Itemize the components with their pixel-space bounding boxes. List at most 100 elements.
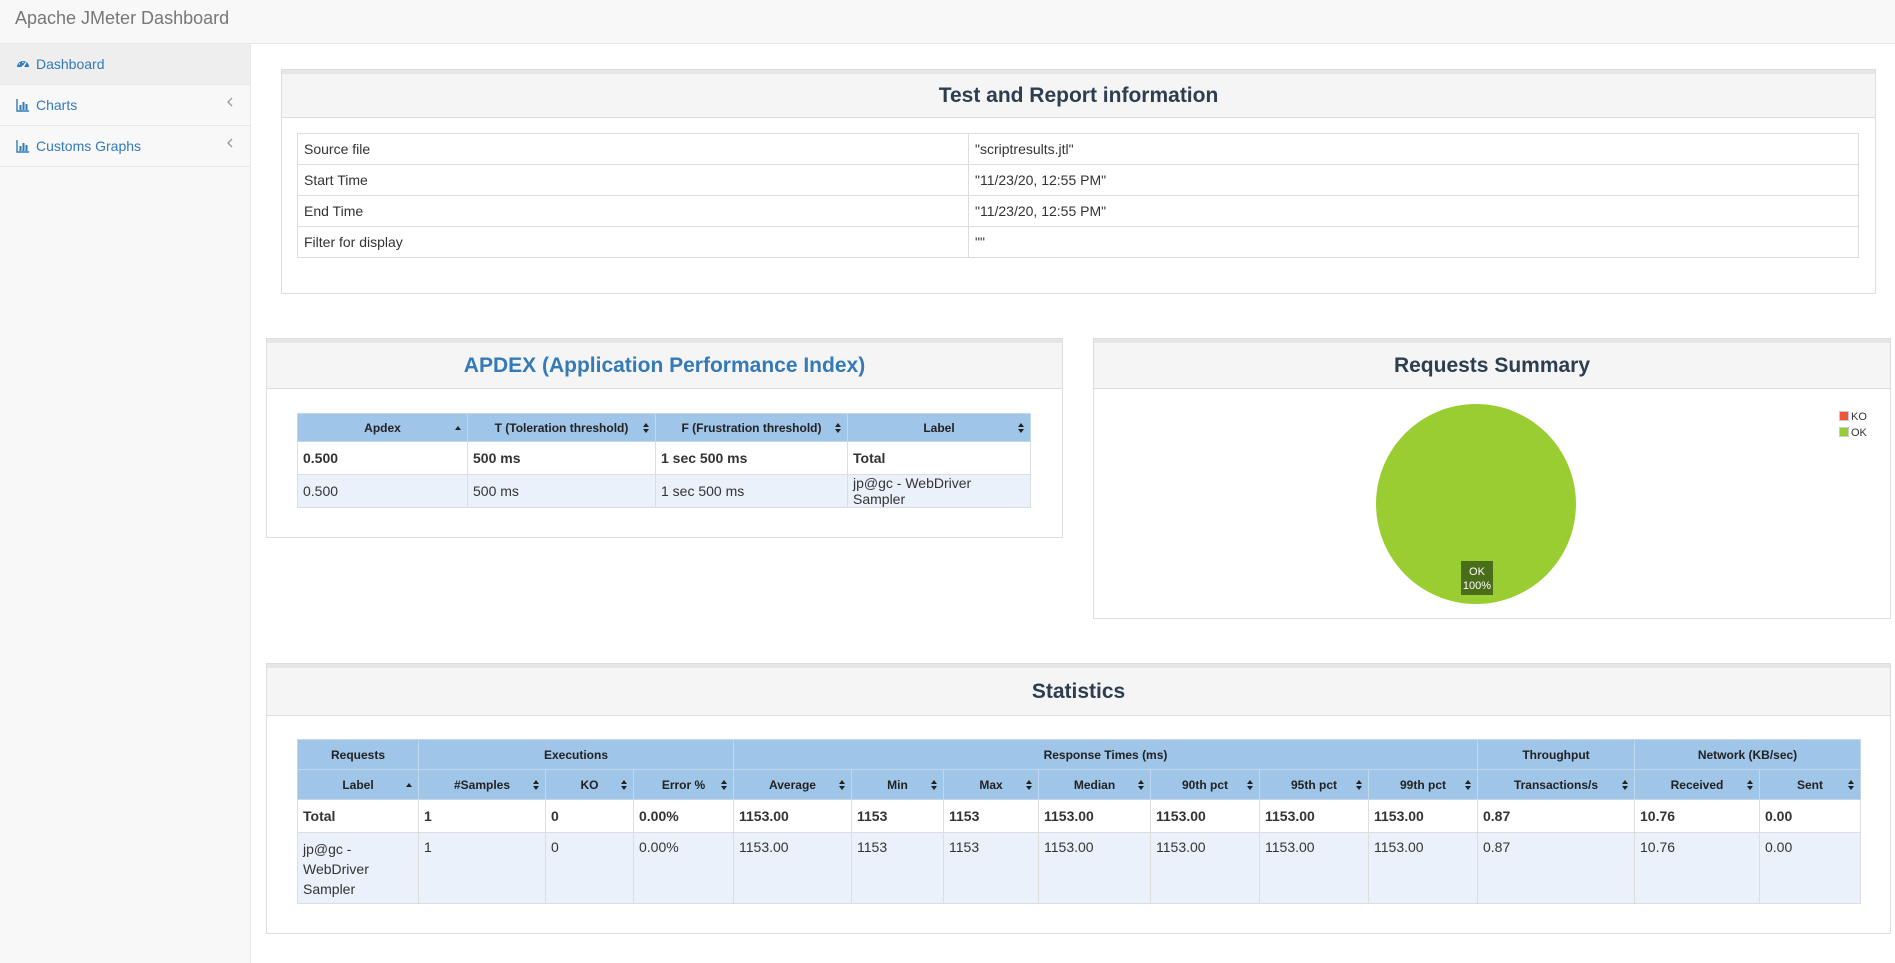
sort-icon bbox=[1247, 779, 1253, 790]
table-cell: 0.00 bbox=[1759, 799, 1861, 833]
column-header-99th-pct[interactable]: 99th pct bbox=[1368, 769, 1478, 800]
column-header-apdex[interactable]: Apdex bbox=[297, 413, 468, 442]
info-value: "" bbox=[968, 226, 1859, 258]
sidebar-item-label: Charts bbox=[36, 97, 78, 113]
sort-icon bbox=[621, 779, 627, 790]
table-cell: jp@gc - WebDriver Sampler bbox=[297, 832, 419, 904]
table-cell: 1 bbox=[418, 832, 546, 904]
statistics-panel: Statistics Requests Executions Response … bbox=[266, 663, 1891, 934]
sidebar-item-dashboard[interactable]: Dashboard bbox=[0, 44, 250, 85]
table-row: Source file "scriptresults.jtl" bbox=[297, 133, 1859, 165]
table-row: Start Time "11/23/20, 12:55 PM" bbox=[297, 164, 1859, 196]
sort-icon bbox=[1622, 779, 1628, 790]
bar-chart-icon bbox=[16, 99, 29, 112]
panel-title: Requests Summary bbox=[1094, 339, 1890, 389]
table-cell: 10.76 bbox=[1634, 832, 1760, 904]
apdex-panel: APDEX (Application Performance Index) Ap… bbox=[266, 338, 1063, 538]
column-header-frustration[interactable]: F (Frustration threshold) bbox=[655, 413, 848, 442]
table-row: End Time "11/23/20, 12:55 PM" bbox=[297, 195, 1859, 227]
sort-asc-icon bbox=[455, 425, 461, 430]
table-header-row: Apdex T (Toleration threshold) F (Frustr… bbox=[297, 413, 1031, 442]
table-cell: 10.76 bbox=[1634, 799, 1760, 833]
column-header-max[interactable]: Max bbox=[943, 769, 1039, 800]
pie-label-box bbox=[1461, 561, 1493, 595]
sort-icon bbox=[835, 422, 841, 433]
column-header-transactions[interactable]: Transactions/s bbox=[1477, 769, 1635, 800]
table-cell: 1153.00 bbox=[1259, 832, 1369, 904]
table-cell: 1153.00 bbox=[733, 832, 852, 904]
table-cell: 500 ms bbox=[467, 441, 656, 475]
pie-label-name: OK bbox=[1469, 566, 1486, 578]
sort-icon bbox=[1026, 779, 1032, 790]
column-header-average[interactable]: Average bbox=[733, 769, 852, 800]
info-key: Filter for display bbox=[297, 226, 969, 258]
sort-icon bbox=[721, 779, 727, 790]
table-cell: 1 bbox=[418, 799, 546, 833]
table-row: 0.500 500 ms 1 sec 500 ms Total bbox=[297, 441, 1031, 475]
legend-item-ok[interactable]: OK bbox=[1839, 425, 1867, 441]
info-value: "11/23/20, 12:55 PM" bbox=[968, 195, 1859, 227]
app-title[interactable]: Apache JMeter Dashboard bbox=[15, 8, 230, 28]
table-cell: Total bbox=[847, 441, 1031, 475]
table-cell: 0.87 bbox=[1477, 799, 1635, 833]
sort-icon bbox=[1747, 779, 1753, 790]
table-group-header-row: Requests Executions Response Times (ms) … bbox=[297, 739, 1861, 770]
column-header-samples[interactable]: #Samples bbox=[418, 769, 546, 800]
requests-summary-pie-chart: OK 100% bbox=[1376, 404, 1576, 604]
table-row: jp@gc - WebDriver Sampler 1 0 0.00% 1153… bbox=[297, 832, 1861, 904]
column-header-label[interactable]: Label bbox=[847, 413, 1031, 442]
panel-title[interactable]: APDEX (Application Performance Index) bbox=[267, 339, 1062, 389]
sort-icon bbox=[533, 779, 539, 790]
bar-chart-icon bbox=[16, 140, 29, 153]
pie-slice-ok[interactable] bbox=[1376, 404, 1576, 604]
sort-icon bbox=[839, 779, 845, 790]
panel-title: Statistics bbox=[267, 664, 1890, 716]
pie-legend: KO OK bbox=[1839, 409, 1867, 441]
table-row: Total 1 0 0.00% 1153.00 1153 1153 1153.0… bbox=[297, 799, 1861, 833]
group-header-requests: Requests bbox=[297, 739, 419, 770]
dashboard-icon bbox=[17, 61, 29, 69]
table-cell: 0.00% bbox=[633, 832, 734, 904]
table-cell: 1153.00 bbox=[733, 799, 852, 833]
column-header-label[interactable]: Label bbox=[297, 769, 419, 800]
column-header-median[interactable]: Median bbox=[1038, 769, 1151, 800]
panel-title: Test and Report information bbox=[282, 70, 1875, 118]
column-header-error-pct[interactable]: Error % bbox=[633, 769, 734, 800]
table-cell: 1 sec 500 ms bbox=[655, 441, 848, 475]
table-cell: 1153 bbox=[851, 799, 944, 833]
legend-item-ko[interactable]: KO bbox=[1839, 409, 1867, 425]
sidebar-item-label: Customs Graphs bbox=[36, 138, 142, 154]
column-header-sent[interactable]: Sent bbox=[1759, 769, 1861, 800]
sidebar-item-customs-graphs[interactable]: Customs Graphs bbox=[0, 126, 250, 167]
column-header-95th-pct[interactable]: 95th pct bbox=[1259, 769, 1369, 800]
table-cell: 1153.00 bbox=[1368, 799, 1478, 833]
column-header-ko[interactable]: KO bbox=[545, 769, 634, 800]
chevron-left-icon bbox=[227, 138, 233, 148]
sort-icon bbox=[643, 422, 649, 433]
sidebar-item-charts[interactable]: Charts bbox=[0, 85, 250, 126]
table-cell: 0.500 bbox=[297, 441, 468, 475]
table-row: 0.500 500 ms 1 sec 500 ms jp@gc - WebDri… bbox=[297, 474, 1031, 508]
table-cell: 1153.00 bbox=[1259, 799, 1369, 833]
group-header-throughput: Throughput bbox=[1477, 739, 1635, 770]
table-cell: jp@gc - WebDriver Sampler bbox=[847, 474, 1031, 508]
column-header-min[interactable]: Min bbox=[851, 769, 944, 800]
table-header-row: Label #Samples KO Error % Average Min Ma… bbox=[297, 769, 1861, 800]
top-navbar: Apache JMeter Dashboard bbox=[0, 0, 1895, 44]
test-info-panel: Test and Report information Source file … bbox=[281, 69, 1876, 294]
table-row: Filter for display "" bbox=[297, 226, 1859, 258]
table-cell: 1153 bbox=[851, 832, 944, 904]
table-cell: 1153.00 bbox=[1150, 799, 1260, 833]
table-cell: 0 bbox=[545, 799, 634, 833]
sort-icon bbox=[931, 779, 937, 790]
column-header-toleration[interactable]: T (Toleration threshold) bbox=[467, 413, 656, 442]
table-cell: 0.87 bbox=[1477, 832, 1635, 904]
group-header-network: Network (KB/sec) bbox=[1634, 739, 1861, 770]
sidebar: Dashboard Charts Customs Graphs bbox=[0, 44, 251, 963]
table-cell: 500 ms bbox=[467, 474, 656, 508]
sort-icon bbox=[1356, 779, 1362, 790]
table-cell: 0.500 bbox=[297, 474, 468, 508]
column-header-90th-pct[interactable]: 90th pct bbox=[1150, 769, 1260, 800]
chevron-left-icon bbox=[227, 97, 233, 107]
column-header-received[interactable]: Received bbox=[1634, 769, 1760, 800]
